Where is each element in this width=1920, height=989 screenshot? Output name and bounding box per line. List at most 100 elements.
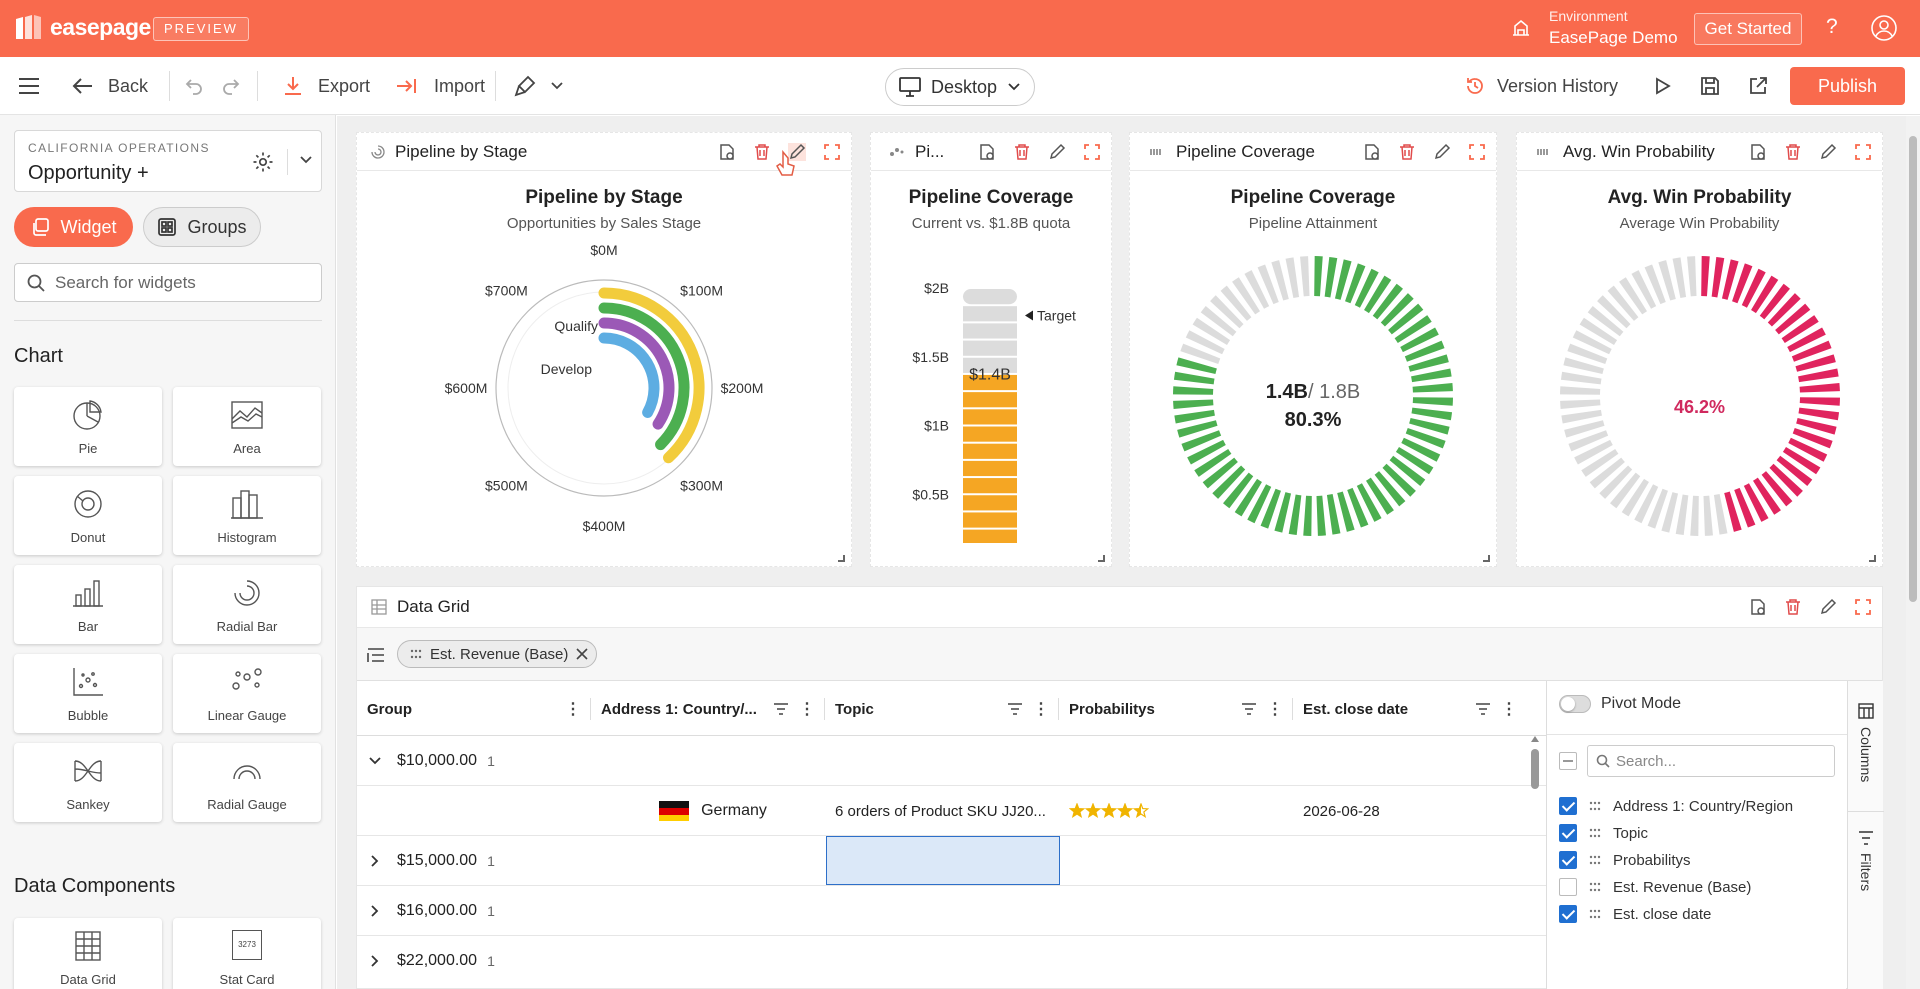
widget-card-linear-gauge[interactable]: Linear Gauge (173, 654, 321, 733)
filter-icon[interactable] (1007, 703, 1023, 715)
group-row[interactable]: $10,000.00 1 (357, 736, 1547, 786)
toggle-switch[interactable] (1559, 695, 1591, 713)
table-row[interactable]: Germany 6 orders of Product SKU JJ20... … (357, 786, 1547, 836)
select-all-checkbox[interactable] (1559, 752, 1577, 770)
filter-icon[interactable] (1475, 703, 1491, 715)
environment-selector[interactable]: Environment EasePage Demo (1549, 9, 1678, 46)
import-button[interactable]: Import (396, 57, 485, 115)
column-menu-icon[interactable]: ⋮ (1267, 701, 1283, 718)
widget-card-pie[interactable]: Pie (14, 387, 162, 466)
column-search-input[interactable] (1616, 752, 1816, 770)
chevron-right-icon[interactable] (371, 905, 379, 917)
help-icon[interactable]: ? (1826, 15, 1838, 38)
chevron-down-icon[interactable] (369, 757, 381, 765)
tab-filters[interactable]: Filters (1848, 831, 1884, 891)
back-button[interactable]: Back (72, 57, 148, 115)
widget-card-radial-bar[interactable]: Radial Bar (173, 565, 321, 644)
checkbox[interactable] (1559, 851, 1577, 869)
undo-icon[interactable] (185, 77, 203, 95)
selected-cell[interactable] (826, 836, 1060, 885)
redo-icon[interactable] (222, 77, 240, 95)
column-header-close-date[interactable]: Est. close date ⋮ (1293, 682, 1527, 736)
checkbox[interactable] (1559, 905, 1577, 923)
menu-icon[interactable] (18, 76, 40, 96)
environment-name: EasePage Demo (1549, 28, 1678, 47)
filter-icon[interactable] (1241, 703, 1257, 715)
column-toggle-item[interactable]: Est. close date (1559, 901, 1711, 927)
chevron-right-icon[interactable] (371, 855, 379, 867)
widget-card-sankey[interactable]: Sankey (14, 743, 162, 822)
widget-card-stat-card[interactable]: 3273 Stat Card (173, 918, 321, 989)
user-icon[interactable] (1870, 14, 1898, 42)
column-menu-icon[interactable]: ⋮ (1501, 701, 1517, 718)
gauge-tick-label: $2B (924, 280, 949, 296)
widget-search[interactable] (14, 263, 322, 302)
chevron-down-icon[interactable] (299, 155, 313, 165)
tab-groups[interactable]: Groups (143, 207, 261, 247)
column-menu-icon[interactable]: ⋮ (799, 701, 815, 718)
widget-card-donut[interactable]: Donut (14, 476, 162, 555)
close-icon[interactable] (576, 648, 588, 660)
widget-pipeline-coverage-gauge[interactable]: Pi... Pipeline Coverage Current vs. $1.8… (870, 132, 1112, 567)
gauge-segment (1180, 343, 1221, 364)
save-icon[interactable] (1700, 76, 1720, 96)
chevron-right-icon[interactable] (371, 955, 379, 967)
column-header-country[interactable]: Address 1: Country/... ⋮ (591, 682, 825, 736)
widget-card-bar[interactable]: Bar (14, 565, 162, 644)
column-toggle-item[interactable]: Address 1: Country/Region (1559, 793, 1793, 819)
column-header-probability[interactable]: Probabilitys ⋮ (1059, 682, 1293, 736)
widget-pipeline-by-stage[interactable]: Pipeline by Stage Pipeline by Stage Oppo… (356, 132, 852, 567)
version-history-button[interactable]: Version History (1465, 57, 1618, 115)
column-toggle-item[interactable]: Topic (1559, 820, 1648, 846)
trash-icon (1015, 144, 1029, 160)
widget-data-grid[interactable]: Data Grid Est. Revenue (Base) Group ⋮ Ad… (356, 586, 1884, 989)
pivot-mode-toggle[interactable]: Pivot Mode (1559, 695, 1681, 713)
radial-bar (598, 287, 705, 464)
column-header-group[interactable]: Group ⋮ (357, 682, 591, 736)
chart-subtitle: Current vs. $1.8B quota (911, 215, 1071, 232)
column-menu-icon[interactable]: ⋮ (1033, 701, 1049, 718)
column-toggle-label: Est. Revenue (Base) (1613, 878, 1752, 896)
column-header-topic[interactable]: Topic ⋮ (825, 682, 1059, 736)
filter-icon[interactable] (773, 703, 789, 715)
group-rows-icon[interactable] (367, 647, 385, 663)
widget-card-bubble[interactable]: Bubble (14, 654, 162, 733)
device-selector[interactable]: Desktop (885, 68, 1035, 106)
gauge-segment (1212, 465, 1246, 499)
column-menu-icon[interactable]: ⋮ (565, 701, 581, 718)
context-selector[interactable]: CALIFORNIA OPERATIONS Opportunity + (14, 130, 322, 192)
group-row[interactable]: $22,000.00 1 (357, 936, 1547, 986)
get-started-button[interactable]: Get Started (1694, 13, 1802, 45)
open-external-icon[interactable] (1748, 76, 1768, 96)
grid-scrollbar[interactable] (1530, 735, 1540, 988)
group-row[interactable]: $16,000.00 1 (357, 886, 1547, 936)
tab-widget[interactable]: Widget (14, 207, 133, 247)
checkbox[interactable] (1559, 797, 1577, 815)
checkbox[interactable] (1559, 824, 1577, 842)
logo[interactable]: easepage (14, 14, 151, 41)
tab-columns[interactable]: Columns (1848, 703, 1884, 782)
column-search[interactable] (1587, 745, 1835, 777)
widget-card-area[interactable]: Area (173, 387, 321, 466)
widget-search-input[interactable] (55, 272, 295, 293)
gauge-segment (1404, 340, 1445, 362)
widget-card-data-grid[interactable]: Data Grid (14, 918, 162, 989)
gauge-segment (963, 392, 1017, 408)
column-toggle-item[interactable]: Probabilitys (1559, 847, 1691, 873)
widget-card-histogram[interactable]: Histogram (173, 476, 321, 555)
widget-pipeline-coverage[interactable]: Pipeline Coverage Pipeline Coverage Pipe… (1129, 132, 1497, 567)
theme-brush-menu[interactable] (514, 57, 564, 115)
widget-avg-win-probability[interactable]: Avg. Win Probability Avg. Win Probabilit… (1516, 132, 1883, 567)
play-icon[interactable] (1652, 76, 1672, 96)
publish-button[interactable]: Publish (1790, 67, 1905, 105)
gear-icon[interactable] (252, 151, 274, 173)
column-toggle-item[interactable]: Est. Revenue (Base) (1559, 874, 1751, 900)
group-chip[interactable]: Est. Revenue (Base) (397, 640, 598, 668)
widget-card-radial-gauge[interactable]: Radial Gauge (173, 743, 321, 822)
canvas-scrollbar[interactable] (1906, 116, 1920, 989)
checkbox[interactable] (1559, 878, 1577, 896)
donut-chart-icon (74, 490, 102, 518)
widget-header-title: Data Grid (397, 597, 470, 616)
export-button[interactable]: Export (284, 57, 370, 115)
group-row[interactable]: $15,000.00 1 (357, 836, 1547, 886)
